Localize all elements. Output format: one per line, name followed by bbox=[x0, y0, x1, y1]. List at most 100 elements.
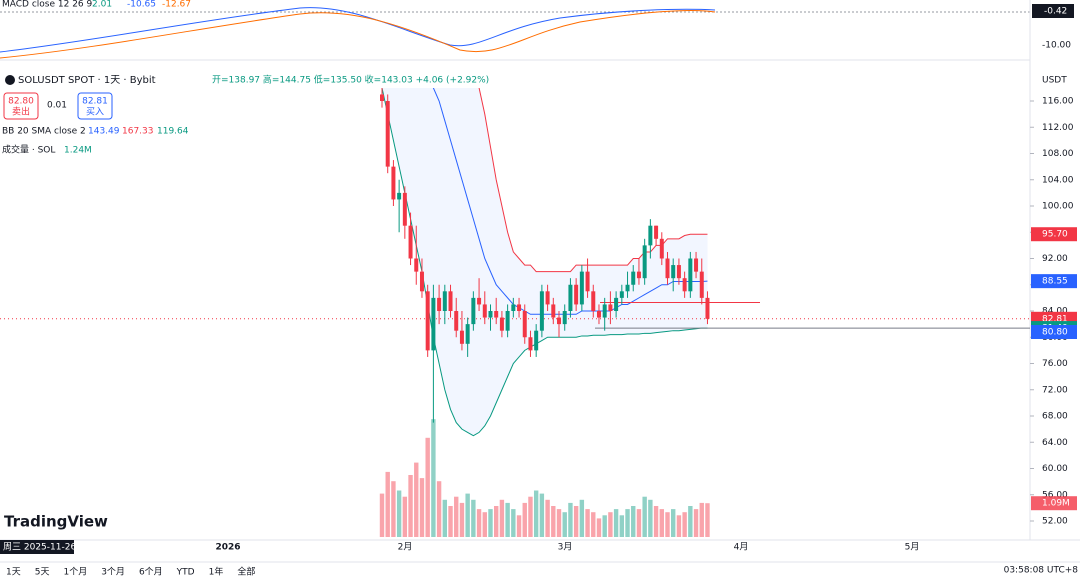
volume-bar bbox=[636, 509, 642, 537]
buy-text: 买入 bbox=[86, 107, 104, 118]
range-button[interactable]: YTD bbox=[176, 568, 195, 578]
candle-body bbox=[482, 304, 487, 318]
candle-body bbox=[431, 297, 436, 351]
volume-bar bbox=[591, 512, 596, 537]
volume-bar bbox=[562, 512, 567, 537]
candle-body bbox=[488, 311, 493, 318]
macd-value-0: 2.01 bbox=[92, 0, 112, 10]
price-badge-label: 82.81 bbox=[1042, 314, 1068, 324]
candle-body bbox=[408, 225, 413, 259]
volume-bar bbox=[379, 493, 385, 537]
volume-bar bbox=[396, 490, 402, 537]
y-tick-label: 56.00 bbox=[1042, 490, 1068, 500]
volume-bar bbox=[699, 502, 704, 537]
range-button[interactable]: 6个月 bbox=[139, 567, 163, 578]
volume-bar bbox=[579, 499, 585, 537]
volume-bar bbox=[613, 509, 619, 537]
macd-line bbox=[0, 7, 716, 53]
candle-body bbox=[705, 297, 710, 319]
volume-bar bbox=[642, 496, 647, 537]
volume-bar bbox=[482, 512, 487, 537]
volume-bar bbox=[414, 462, 419, 537]
x-tick-label: 3月 bbox=[558, 542, 573, 553]
range-button[interactable]: 1个月 bbox=[63, 567, 87, 578]
macd-badge bbox=[1032, 4, 1074, 18]
range-button[interactable]: 全部 bbox=[237, 566, 255, 578]
volume-bar bbox=[551, 506, 556, 537]
macd-right-label: -0.42 bbox=[1044, 7, 1067, 17]
candle-body bbox=[694, 258, 699, 272]
range-button[interactable]: 1天 bbox=[6, 568, 21, 578]
volume-bar bbox=[602, 515, 607, 537]
spread: 0.01 bbox=[47, 101, 67, 111]
candle-body bbox=[659, 238, 664, 259]
volume-bar bbox=[693, 509, 699, 537]
legend-ohlc: 开=138.97 高=144.75 低=135.50 收=143.03 +4.0… bbox=[212, 74, 489, 86]
volume-legend: 1.24M bbox=[64, 146, 92, 156]
volume-bar bbox=[705, 503, 710, 537]
symbol-icon bbox=[5, 75, 15, 85]
volume-bar bbox=[545, 499, 550, 537]
x-tick-label: 2026 bbox=[215, 543, 240, 553]
candle-body bbox=[557, 317, 562, 325]
y-tick-label: 108.00 bbox=[1042, 149, 1074, 159]
macd-value-1: -10.65 bbox=[127, 0, 156, 10]
volume-bar bbox=[539, 493, 545, 537]
candle-body bbox=[562, 311, 567, 325]
candle-body bbox=[505, 311, 510, 331]
volume-bar bbox=[585, 509, 590, 537]
sell-text: 卖出 bbox=[12, 106, 30, 118]
y-tick-label: 112.00 bbox=[1042, 123, 1074, 133]
y-tick-label: 92.00 bbox=[1042, 254, 1068, 264]
bb-basis bbox=[432, 88, 708, 315]
volume-bar bbox=[671, 509, 676, 537]
price-badge-label: 80.80 bbox=[1042, 328, 1068, 338]
volume-bar bbox=[511, 509, 516, 537]
volume-bar bbox=[471, 499, 476, 537]
y-tick-label: 100.00 bbox=[1042, 202, 1074, 212]
candle-body bbox=[682, 278, 687, 292]
volume-bar bbox=[476, 509, 482, 537]
volume-bar bbox=[619, 515, 625, 537]
y-tick-label: 52.00 bbox=[1042, 517, 1068, 527]
sell-button[interactable] bbox=[3, 92, 39, 120]
y-tick-label: 116.00 bbox=[1042, 97, 1074, 107]
volume-bar bbox=[682, 512, 687, 537]
candle-body bbox=[654, 225, 659, 239]
candle-body bbox=[602, 304, 607, 318]
volume-bar bbox=[419, 478, 425, 537]
volume-bar bbox=[436, 481, 442, 537]
range-button[interactable]: 3个月 bbox=[101, 567, 125, 578]
clock: 03:58:08 UTC+8 bbox=[1004, 566, 1079, 576]
volume-bar bbox=[568, 502, 573, 537]
volume-bar bbox=[528, 496, 533, 537]
cursor-date-bg bbox=[0, 540, 74, 554]
range-button[interactable]: 1年 bbox=[209, 566, 224, 578]
candle-body bbox=[511, 304, 516, 311]
volume-bar bbox=[505, 502, 510, 537]
bb-lower-value: 119.64 bbox=[157, 127, 189, 137]
candle-body bbox=[642, 245, 647, 279]
candle-body bbox=[579, 271, 584, 305]
candle-body bbox=[585, 271, 590, 292]
candle-body bbox=[528, 337, 533, 351]
candle-body bbox=[574, 284, 579, 305]
volume-bar bbox=[442, 499, 448, 537]
volume-bar bbox=[385, 471, 390, 537]
y-unit: USDT bbox=[1042, 76, 1067, 86]
x-tick-label: 2月 bbox=[398, 542, 413, 553]
volume-bar bbox=[556, 509, 562, 537]
candle-body bbox=[454, 311, 459, 331]
y-tick-label: 64.00 bbox=[1042, 438, 1068, 448]
sell-price: 82.80 bbox=[8, 97, 34, 107]
candle-body bbox=[385, 101, 390, 167]
price-badge bbox=[1031, 274, 1077, 289]
candle-body bbox=[539, 291, 544, 331]
volume-label: 成交量 · SOL bbox=[2, 144, 55, 156]
price-badge-label: 95.70 bbox=[1042, 230, 1068, 240]
buy-button[interactable] bbox=[77, 92, 113, 120]
range-button[interactable]: 5天 bbox=[35, 568, 50, 578]
x-tick-label: 4月 bbox=[734, 542, 749, 553]
candle-body bbox=[665, 258, 670, 279]
y-tick-label: 60.00 bbox=[1042, 464, 1068, 474]
